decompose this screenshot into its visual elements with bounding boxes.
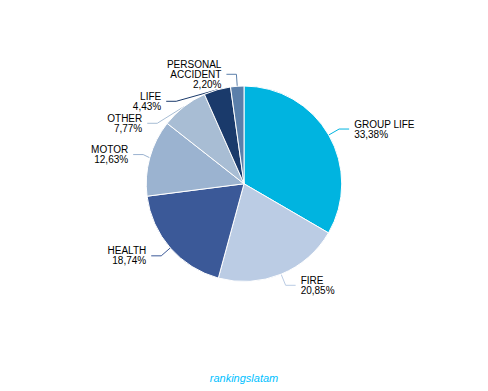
svg-text:GROUP LIFE: GROUP LIFE	[354, 118, 415, 130]
svg-text:20,85%: 20,85%	[301, 285, 335, 296]
svg-text:OTHER: OTHER	[107, 112, 143, 124]
svg-text:FIRE: FIRE	[300, 274, 324, 286]
svg-text:ACCIDENT: ACCIDENT	[170, 68, 222, 80]
svg-text:PERSONAL: PERSONAL	[167, 58, 222, 70]
svg-text:4,43%: 4,43%	[133, 101, 161, 112]
svg-text:18,74%: 18,74%	[112, 255, 146, 266]
svg-text:2,20%: 2,20%	[193, 79, 221, 90]
svg-text:33,38%: 33,38%	[354, 129, 388, 140]
svg-text:12,63%: 12,63%	[94, 154, 128, 165]
svg-text:MOTOR: MOTOR	[91, 144, 129, 156]
svg-text:LIFE: LIFE	[140, 90, 162, 102]
svg-text:HEALTH: HEALTH	[107, 245, 147, 257]
svg-text:7,77%: 7,77%	[114, 123, 142, 134]
svg-text:rankingslatam: rankingslatam	[210, 372, 278, 384]
